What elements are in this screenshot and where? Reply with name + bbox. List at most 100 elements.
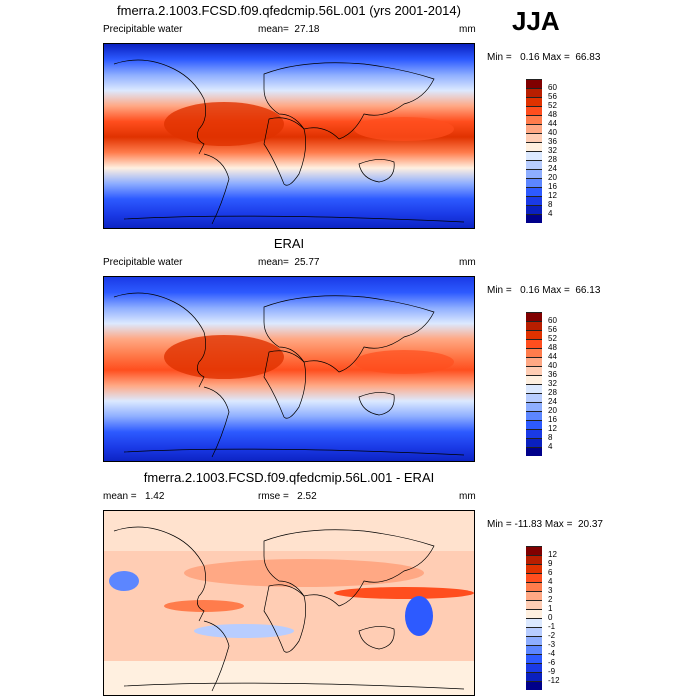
- panel-left-label: mean = 1.42: [103, 491, 165, 502]
- colorbar-tick-label: 20: [548, 406, 557, 415]
- colorbar-swatch: [526, 79, 542, 88]
- colorbar-swatch: [526, 312, 542, 321]
- colorbar-tick-label: 40: [548, 361, 557, 370]
- colorbar-swatch: [526, 546, 542, 555]
- colorbar-tick-label: 4: [548, 577, 553, 586]
- colorbar-swatch: [526, 582, 542, 591]
- colorbar-tick-label: 0: [548, 613, 553, 622]
- colorbar-swatch: [526, 88, 542, 97]
- colorbar-tick-label: 48: [548, 343, 557, 352]
- colorbar-tick-label: 56: [548, 325, 557, 334]
- colorbar-swatch: [526, 384, 542, 393]
- map-panel: [103, 510, 475, 696]
- colorbar-tick-label: 16: [548, 415, 557, 424]
- colorbar-swatch: [526, 663, 542, 672]
- colorbar: [526, 79, 542, 224]
- colorbar-swatch: [526, 321, 542, 330]
- colorbar-tick-label: 36: [548, 137, 557, 146]
- map-panel: [103, 43, 475, 229]
- colorbar-tick-label: 4: [548, 209, 553, 218]
- colorbar-swatch: [526, 645, 542, 654]
- colorbar-swatch: [526, 573, 542, 582]
- colorbar-tick-label: -4: [548, 649, 556, 658]
- colorbar-swatch: [526, 402, 542, 411]
- colorbar-swatch: [526, 133, 542, 142]
- colorbar-swatch: [526, 681, 542, 690]
- colorbar-tick-label: 9: [548, 559, 553, 568]
- colorbar-swatch: [526, 142, 542, 151]
- panel-units: mm: [459, 257, 476, 268]
- colorbar-swatch: [526, 420, 542, 429]
- colorbar-swatch: [526, 115, 542, 124]
- colorbar-tick-label: 24: [548, 164, 557, 173]
- colorbar-tick-label: 12: [548, 550, 557, 559]
- panel-title: fmerra.2.1003.FCSD.f09.qfedcmip.56L.001 …: [143, 470, 435, 485]
- colorbar-swatch: [526, 97, 542, 106]
- colorbar-swatch: [526, 348, 542, 357]
- colorbar-tick-label: 6: [548, 568, 553, 577]
- colorbar-tick-label: 3: [548, 586, 553, 595]
- colorbar-swatch: [526, 214, 542, 223]
- colorbar-swatch: [526, 339, 542, 348]
- colorbar-swatch: [526, 411, 542, 420]
- colorbar-swatch: [526, 205, 542, 214]
- colorbar-swatch: [526, 564, 542, 573]
- colorbar-swatch: [526, 627, 542, 636]
- colorbar-tick-label: 44: [548, 119, 557, 128]
- colorbar-swatch: [526, 555, 542, 564]
- colorbar-swatch: [526, 187, 542, 196]
- colorbar-swatch: [526, 600, 542, 609]
- panel-minmax: Min = -11.83 Max = 20.37: [487, 519, 603, 530]
- colorbar-swatch: [526, 393, 542, 402]
- colorbar-tick-label: 16: [548, 182, 557, 191]
- colorbar-tick-label: 8: [548, 200, 553, 209]
- colorbar-tick-label: 32: [548, 379, 557, 388]
- colorbar-swatch: [526, 160, 542, 169]
- colorbar-swatch: [526, 196, 542, 205]
- colorbar-tick-label: 4: [548, 442, 553, 451]
- panel-units: mm: [459, 24, 476, 35]
- colorbar-tick-label: 60: [548, 316, 557, 325]
- colorbar-swatch: [526, 169, 542, 178]
- colorbar-tick-label: 56: [548, 92, 557, 101]
- colorbar-tick-label: 52: [548, 101, 557, 110]
- colorbar-tick-label: 20: [548, 173, 557, 182]
- contour-field: [104, 44, 474, 228]
- panel-title: fmerra.2.1003.FCSD.f09.qfedcmip.56L.001 …: [117, 3, 461, 18]
- colorbar-tick-label: 44: [548, 352, 557, 361]
- colorbar-tick-label: 24: [548, 397, 557, 406]
- colorbar-swatch: [526, 609, 542, 618]
- colorbar-swatch: [526, 375, 542, 384]
- colorbar-swatch: [526, 438, 542, 447]
- colorbar-tick-label: -2: [548, 631, 556, 640]
- colorbar-tick-label: 48: [548, 110, 557, 119]
- panel-center-label: mean= 25.77: [258, 257, 320, 268]
- colorbar-swatch: [526, 151, 542, 160]
- season-label: JJA: [512, 6, 560, 36]
- panel-title: ERAI: [273, 236, 305, 251]
- colorbar: [526, 546, 542, 691]
- colorbar-swatch: [526, 106, 542, 115]
- colorbar-tick-label: 52: [548, 334, 557, 343]
- colorbar-tick-label: 32: [548, 146, 557, 155]
- colorbar-swatch: [526, 330, 542, 339]
- colorbar-tick-label: 12: [548, 424, 557, 433]
- colorbar-swatch: [526, 429, 542, 438]
- colorbar-tick-label: -3: [548, 640, 556, 649]
- colorbar-swatch: [526, 366, 542, 375]
- colorbar-tick-label: -12: [548, 676, 560, 685]
- panel-minmax: Min = 0.16 Max = 66.83: [487, 52, 601, 63]
- colorbar: [526, 312, 542, 457]
- colorbar-tick-label: 8: [548, 433, 553, 442]
- colorbar-tick-label: -1: [548, 622, 556, 631]
- colorbar-swatch: [526, 618, 542, 627]
- colorbar-swatch: [526, 124, 542, 133]
- panel-left-label: Precipitable water: [103, 257, 183, 268]
- colorbar-swatch: [526, 178, 542, 187]
- colorbar-tick-label: 40: [548, 128, 557, 137]
- panel-center-label: rmse = 2.52: [258, 491, 317, 502]
- colorbar-swatch: [526, 357, 542, 366]
- colorbar-tick-label: 28: [548, 155, 557, 164]
- colorbar-tick-label: 60: [548, 83, 557, 92]
